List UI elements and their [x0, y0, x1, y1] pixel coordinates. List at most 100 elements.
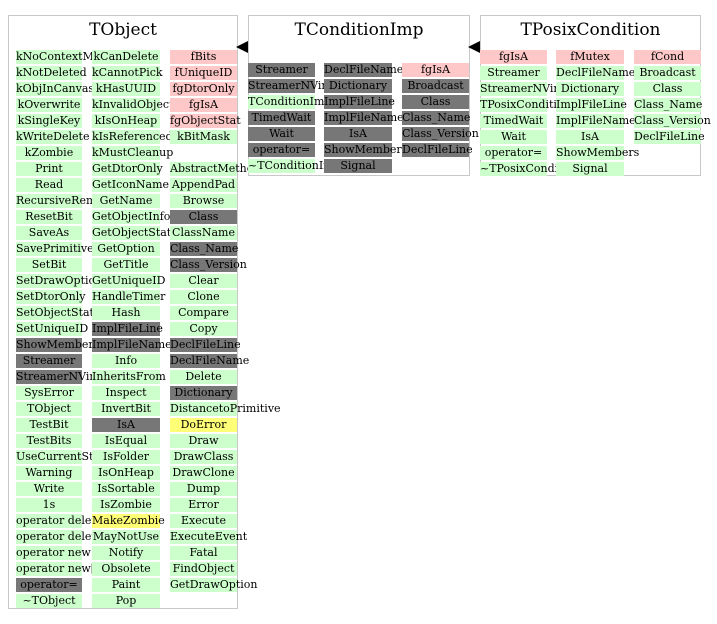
member-cell: IsZombie	[92, 498, 160, 512]
member-cell: ResetBit	[16, 210, 82, 224]
member-cell: DoError	[170, 418, 237, 432]
member-cell: Class_Version	[402, 127, 479, 141]
member-cell: GetOption	[92, 242, 160, 256]
member-cell: ShowMembers	[324, 143, 408, 157]
member-cell: GetName	[92, 194, 160, 208]
member-cell: TConditionImp	[248, 95, 332, 109]
member-cell: kMustCleanup	[92, 146, 174, 160]
member-cell: Inspect	[92, 386, 160, 400]
member-cell: Broadcast	[634, 66, 701, 80]
member-cell: fgIsA	[480, 50, 547, 64]
member-cell: Class	[402, 95, 469, 109]
member-cell: Dump	[170, 482, 237, 496]
member-cell: UseCurrentStyle	[16, 450, 110, 464]
member-cell: Compare	[170, 306, 237, 320]
member-cell: 1s	[16, 498, 82, 512]
member-cell: Execute	[170, 514, 237, 528]
member-cell: Broadcast	[402, 79, 469, 93]
member-cell: AbstractMethod	[170, 162, 261, 176]
member-cell: IsA	[556, 130, 624, 144]
member-cell: fgIsA	[402, 63, 469, 77]
member-cell: Error	[170, 498, 237, 512]
member-cell: ImplFileName	[324, 111, 404, 125]
member-cell: operator=	[480, 146, 547, 160]
member-cell: SavePrimitive	[16, 242, 94, 256]
member-cell: fBits	[170, 50, 237, 64]
member-cell: StreamerNVirtual	[480, 82, 581, 96]
member-cell: GetIconName	[92, 178, 170, 192]
member-cell: Draw	[170, 434, 237, 448]
member-cell: Hash	[92, 306, 160, 320]
class-title-tconditionimp: TConditionImp	[294, 20, 424, 40]
member-cell: DeclFileName	[556, 66, 636, 80]
member-cell: Class	[634, 82, 701, 96]
member-cell: Class_Version	[170, 258, 247, 272]
member-cell: TestBits	[16, 434, 82, 448]
member-cell: SysError	[16, 386, 82, 400]
member-cell: kBitMask	[170, 130, 237, 144]
member-cell: GetObjectStat	[92, 226, 172, 240]
member-cell: ~TConditionImp	[248, 159, 341, 173]
member-cell: fMutex	[556, 50, 624, 64]
member-cell: SetDtorOnly	[16, 290, 86, 304]
member-cell: Fatal	[170, 546, 237, 560]
member-cell: operator new[]	[16, 562, 100, 576]
member-cell: operator=	[248, 143, 315, 157]
member-cell: Notify	[92, 546, 160, 560]
member-cell: Pop	[92, 594, 160, 608]
member-cell: ExecuteEvent	[170, 530, 248, 544]
member-cell: fCond	[634, 50, 701, 64]
member-cell: kCanDelete	[92, 50, 160, 64]
member-cell: ImplFileLine	[556, 98, 627, 112]
member-cell: kIsOnHeap	[92, 114, 160, 128]
member-cell: Class	[170, 210, 237, 224]
member-cell: fgObjectStat	[170, 114, 241, 128]
member-cell: Delete	[170, 370, 237, 384]
member-cell: Warning	[16, 466, 82, 480]
member-cell: Print	[16, 162, 82, 176]
member-cell: Copy	[170, 322, 237, 336]
member-cell: DrawClass	[170, 450, 237, 464]
member-cell: TestBit	[16, 418, 82, 432]
member-cell: kIsReferenced	[92, 130, 173, 144]
member-cell: Clear	[170, 274, 237, 288]
member-cell: TimedWait	[480, 114, 547, 128]
member-cell: InheritsFrom	[92, 370, 166, 384]
member-cell: Info	[92, 354, 160, 368]
member-cell: Wait	[480, 130, 547, 144]
member-cell: InvertBit	[92, 402, 160, 416]
member-cell: DistancetoPrimitive	[170, 402, 281, 416]
member-cell: SetBit	[16, 258, 82, 272]
member-cell: kNotDeleted	[16, 66, 87, 80]
member-cell: TObject	[16, 402, 82, 416]
member-cell: kInvalidObject	[92, 98, 174, 112]
member-cell: Streamer	[16, 354, 82, 368]
member-cell: ImplFileName	[556, 114, 636, 128]
member-cell: ImplFileLine	[92, 322, 163, 336]
member-cell: SetUniqueID	[16, 322, 89, 336]
member-cell: kHasUUID	[92, 82, 160, 96]
member-cell: operator delete	[16, 514, 103, 528]
inheritance-arrow-icon	[468, 41, 480, 53]
member-cell: Wait	[248, 127, 315, 141]
member-cell: SaveAs	[16, 226, 82, 240]
member-cell: ImplFileLine	[324, 95, 395, 109]
member-cell: GetDtorOnly	[92, 162, 163, 176]
member-cell: ShowMembers	[556, 146, 640, 160]
member-cell: DeclFileLine	[170, 338, 241, 352]
member-cell: Browse	[170, 194, 237, 208]
member-cell: Streamer	[248, 63, 315, 77]
member-cell: IsA	[92, 418, 160, 432]
member-cell: Read	[16, 178, 82, 192]
class-title-tobject: TObject	[89, 20, 157, 40]
member-cell: IsOnHeap	[92, 466, 160, 480]
member-cell: Dictionary	[556, 82, 624, 96]
member-cell: GetUniqueID	[92, 274, 166, 288]
member-cell: ShowMembers	[16, 338, 100, 352]
member-cell: MakeZombie	[92, 514, 165, 528]
member-cell: Clone	[170, 290, 237, 304]
member-cell: kOverwrite	[16, 98, 82, 112]
member-cell: DeclFileLine	[634, 130, 705, 144]
member-cell: fUniqueID	[170, 66, 237, 80]
member-cell: Dictionary	[170, 386, 237, 400]
